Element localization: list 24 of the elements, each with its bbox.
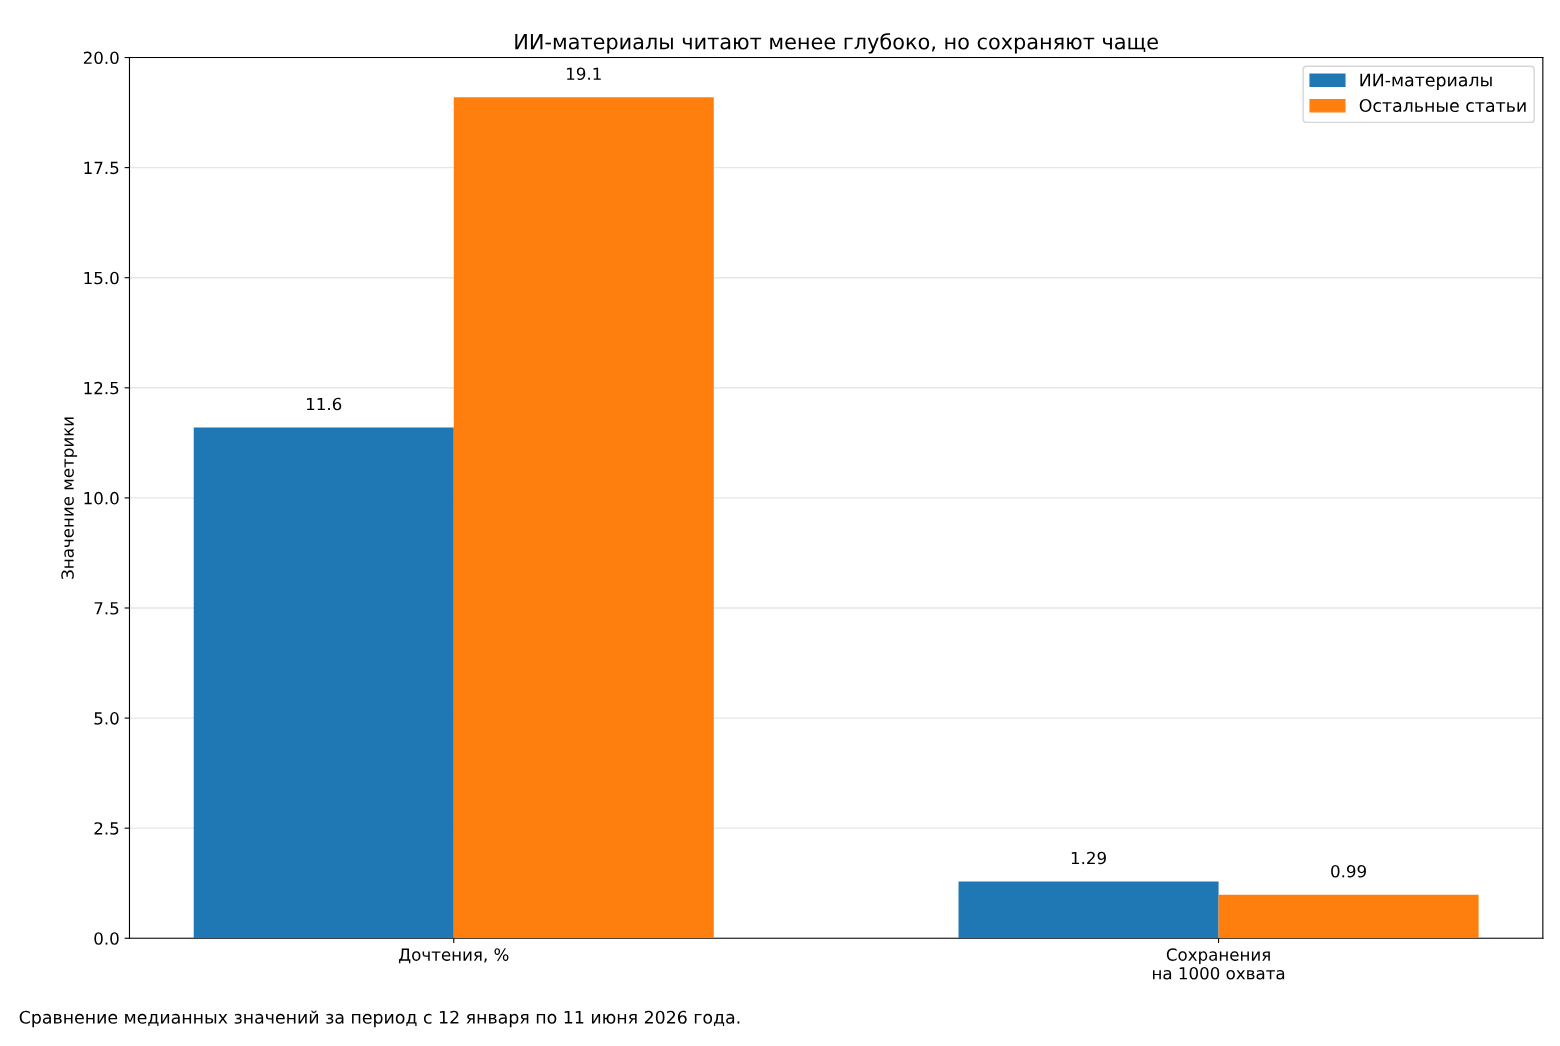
- x-tick-label: Дочтения, %: [398, 948, 509, 964]
- text: Сравнение медианных значений за период с 12 января по 11 июня 2026 года.: [19, 1010, 740, 1028]
- data-label: 1.29: [1071, 851, 1106, 865]
- y-tick-label: 15.0: [84, 271, 119, 285]
- data-label: 0.99: [1331, 864, 1366, 878]
- chart-title: ИИ-материалы читают менее глубоко, но сохраняют чаще: [515, 33, 1158, 54]
- y-axis-title: Значение метрики: [61, 417, 78, 579]
- y-tick-label: 0.0: [94, 932, 119, 945]
- y-tick-label: 20.0: [83, 51, 119, 65]
- y-tick-label: 5.0: [94, 712, 119, 725]
- x-tick-label: Сохранения на 1000 охвата: [1153, 948, 1285, 980]
- y-tick-label: 17.5: [84, 161, 119, 175]
- bar: [958, 881, 1219, 939]
- legend-label: ИИ-материалы: [1360, 73, 1492, 90]
- bar: [193, 427, 454, 939]
- y-tick-label: 10.0: [84, 491, 119, 505]
- bar: [453, 97, 714, 939]
- y-tick-label: 2.5: [94, 822, 119, 835]
- bar: [1218, 894, 1479, 939]
- data-label: 11.6: [307, 397, 342, 411]
- data-label: 19.1: [567, 67, 601, 81]
- y-tick-label: 7.5: [94, 602, 119, 615]
- legend-label: Остальные статьи: [1359, 98, 1526, 113]
- y-tick-label: 12.5: [84, 381, 119, 395]
